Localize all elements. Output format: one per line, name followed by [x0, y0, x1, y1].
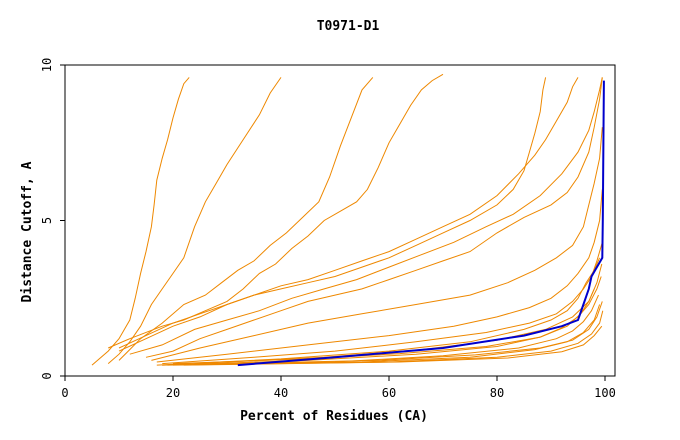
x-tick-label-40: 40 — [274, 386, 288, 400]
series-line-2 — [107, 77, 282, 364]
series-line-6 — [118, 77, 579, 352]
x-tick-label-60: 60 — [382, 386, 396, 400]
x-axis-ticks: 0 20 40 60 80 100 — [61, 376, 616, 400]
series-line-17 — [183, 325, 603, 366]
highlight-series-line — [237, 80, 605, 367]
series-line-4 — [108, 73, 444, 349]
series-line-16 — [172, 310, 604, 366]
y-axis-label: Distance Cutoff, A — [20, 161, 35, 302]
x-tick-label-0: 0 — [61, 386, 68, 400]
series-line-5 — [118, 77, 547, 349]
plot-frame — [64, 64, 616, 377]
x-tick-label-100: 100 — [594, 386, 616, 400]
x-tick-label-20: 20 — [166, 386, 180, 400]
x-tick-label-80: 80 — [490, 386, 504, 400]
series-line-8 — [145, 77, 603, 358]
y-axis-ticks: 0 5 10 — [40, 58, 65, 380]
series-line-9 — [151, 127, 603, 361]
x-axis-label: Percent of Residues (CA) — [240, 409, 428, 424]
highlight-layer — [237, 80, 605, 367]
series-line-3 — [118, 77, 374, 361]
y-tick-label-5: 5 — [40, 217, 54, 224]
series-line-10 — [156, 189, 603, 363]
series-line-19 — [199, 301, 603, 365]
series-line-7 — [129, 77, 603, 355]
y-tick-label-0: 0 — [40, 372, 54, 379]
series-line-12 — [156, 257, 601, 366]
series-line-1 — [91, 77, 190, 366]
series-line-14 — [167, 294, 599, 366]
series-layer — [91, 73, 604, 366]
y-tick-label-10: 10 — [40, 58, 54, 72]
chart-title: T0971-D1 — [317, 19, 380, 34]
